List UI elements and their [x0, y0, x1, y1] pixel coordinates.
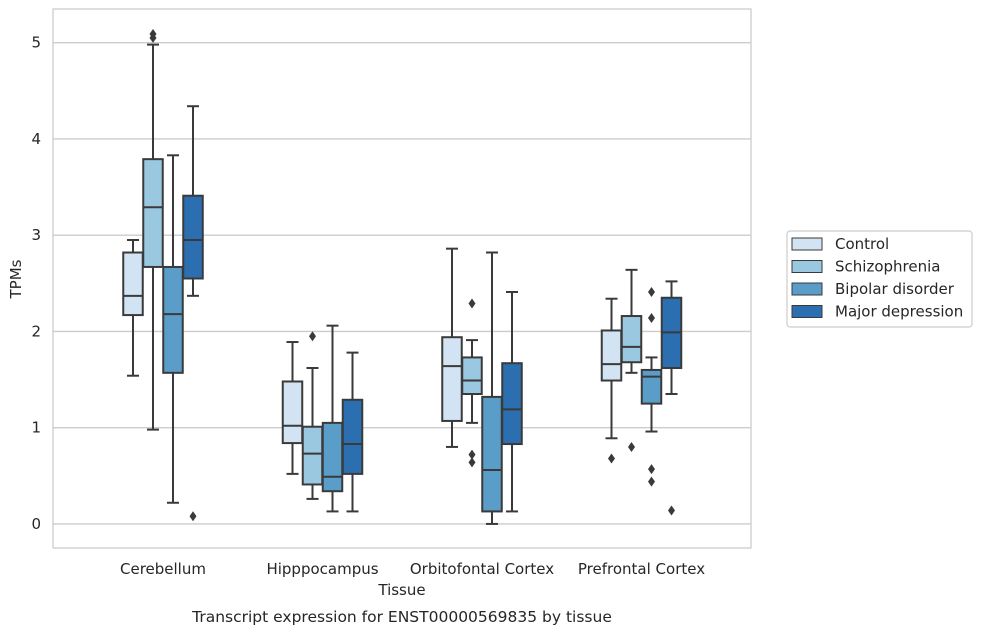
box-iqr [441, 336, 463, 422]
box-iqr [281, 380, 304, 445]
legend-label: Control [835, 235, 889, 253]
box-iqr [122, 251, 144, 317]
box-bipolar-disorder [162, 154, 184, 504]
box-iqr [640, 368, 663, 405]
outlier-marker [648, 464, 655, 475]
legend-swatch [791, 282, 823, 296]
chart-title: Transcript expression for ENST0000056983… [191, 608, 612, 626]
x-tick-label: Orbitofontal Cortex [410, 560, 554, 578]
box-schizophrenia [461, 298, 483, 468]
legend-label: Bipolar disorder [835, 280, 955, 298]
box-schizophrenia [301, 331, 324, 500]
x-tick-labels: Cerebellum Hipppocampus Orbitofontal Corte… [120, 560, 705, 578]
grid-lines [53, 42, 751, 525]
box-groups [122, 29, 683, 525]
y-axis-label: TPMs [7, 259, 25, 299]
outlier-marker [628, 441, 635, 452]
legend: Control Schizophrenia Bipolar disorder Majo… [786, 230, 973, 328]
y-tick-labels: 0 1 2 3 4 5 [31, 34, 41, 533]
box-iqr [620, 315, 643, 364]
outlier-marker [149, 29, 157, 40]
box-iqr [341, 398, 364, 475]
box-major-depression [501, 290, 523, 513]
outlier-marker [648, 476, 655, 487]
legend-label: Schizophrenia [835, 258, 940, 276]
box-iqr [481, 395, 503, 513]
box-bipolar-disorder [321, 324, 344, 513]
y-tick-label: 2 [31, 322, 41, 340]
box-iqr [162, 265, 184, 374]
box-iqr [182, 194, 204, 280]
outlier-marker [648, 286, 655, 297]
box-major-depression [660, 280, 683, 516]
legend-swatch [791, 305, 823, 318]
legend-swatch [791, 237, 823, 251]
box-control [600, 297, 623, 464]
outlier-marker [309, 331, 316, 342]
y-tick-label: 1 [31, 419, 41, 437]
outlier-marker [468, 449, 476, 460]
x-axis-label: Tissue [377, 581, 425, 599]
outlier-marker [189, 511, 197, 522]
box-iqr [142, 158, 164, 268]
outlier-marker [608, 453, 615, 464]
box-iqr [321, 421, 344, 493]
legend-label: Major depression [835, 303, 963, 321]
legend-swatch [791, 260, 823, 273]
box-bipolar-disorder [640, 286, 663, 487]
box-iqr [600, 329, 623, 382]
x-tick-label: Cerebellum [120, 560, 206, 578]
outlier-marker [668, 505, 675, 516]
x-tick-label: Hipppocampus [266, 560, 378, 578]
box-bipolar-disorder [481, 251, 503, 525]
y-tick-label: 5 [31, 34, 41, 52]
box-schizophrenia [620, 268, 643, 452]
box-schizophrenia [142, 29, 164, 431]
y-tick-label: 4 [31, 130, 41, 148]
outlier-marker [468, 457, 476, 468]
legend-frame [786, 230, 973, 328]
x-tick-label: Prefrontal Cortex [578, 560, 705, 578]
box-major-depression [182, 105, 204, 522]
box-iqr [461, 356, 483, 395]
y-tick-label: 0 [31, 515, 41, 533]
outlier-marker [648, 312, 655, 323]
box-control [122, 239, 144, 377]
plot-area-frame [52, 8, 752, 549]
y-tick-label: 3 [31, 226, 41, 244]
box-control [281, 341, 304, 475]
box-control [441, 247, 463, 448]
box-iqr [501, 362, 523, 446]
box-major-depression [341, 351, 364, 513]
outlier-marker [468, 298, 476, 309]
box-iqr [301, 425, 324, 486]
